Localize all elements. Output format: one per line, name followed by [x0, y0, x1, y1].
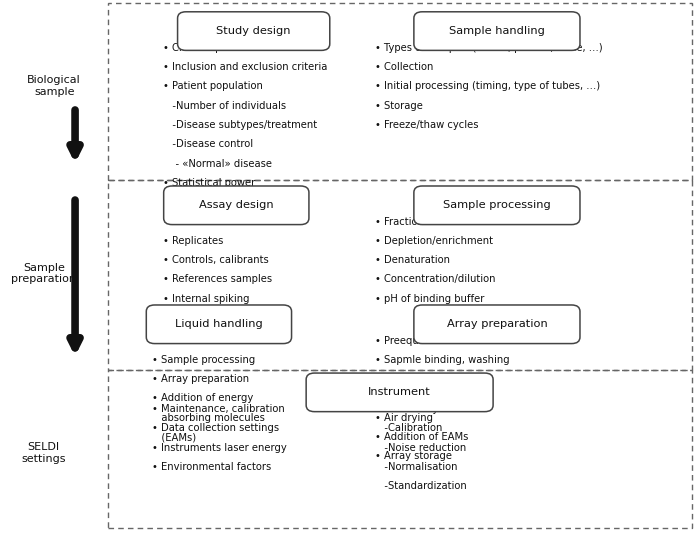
Text: • References samples: • References samples	[163, 274, 272, 285]
Text: • Concentration/dilution: • Concentration/dilution	[375, 274, 496, 285]
Text: • Array preparation: • Array preparation	[152, 374, 249, 384]
Text: • Data collection settings: • Data collection settings	[152, 423, 279, 434]
Text: • Inclusion and exclusion criteria: • Inclusion and exclusion criteria	[163, 62, 328, 72]
Text: Biological
sample: Biological sample	[27, 75, 81, 96]
Text: • Air drying: • Air drying	[375, 413, 433, 423]
Text: Sample processing: Sample processing	[443, 200, 551, 210]
Text: • Addition of energy: • Addition of energy	[152, 393, 253, 404]
Text: Sample
preparation: Sample preparation	[11, 263, 76, 284]
FancyBboxPatch shape	[146, 305, 292, 344]
Text: • Sample processing: • Sample processing	[152, 355, 255, 365]
Text: -Noise reduction: -Noise reduction	[375, 443, 466, 453]
Text: Assay design: Assay design	[199, 200, 274, 210]
Text: -Buffer, timing mixing: -Buffer, timing mixing	[375, 374, 494, 384]
Text: • Position on arrays: • Position on arrays	[375, 393, 473, 404]
Text: Liquid handling: Liquid handling	[175, 319, 263, 329]
Text: • Maintenance, calibration: • Maintenance, calibration	[152, 404, 284, 414]
Text: • Preequilibration: • Preequilibration	[375, 336, 464, 346]
Text: • Statistical power: • Statistical power	[163, 178, 256, 188]
Text: absorbing molecules: absorbing molecules	[152, 413, 264, 423]
Text: - «Normal» disease: - «Normal» disease	[163, 159, 272, 169]
Text: • Automated or manual: • Automated or manual	[152, 336, 270, 346]
FancyBboxPatch shape	[414, 186, 580, 225]
Text: -Disease subtypes/treatment: -Disease subtypes/treatment	[163, 120, 318, 130]
Text: • Internal spiking: • Internal spiking	[163, 294, 250, 304]
FancyBboxPatch shape	[306, 373, 493, 412]
Text: • Array storage: • Array storage	[375, 451, 452, 461]
Text: SELDI
settings: SELDI settings	[22, 442, 66, 464]
Text: Instrument: Instrument	[368, 388, 431, 397]
Text: • Initial processing (timing, type of tubes, …): • Initial processing (timing, type of tu…	[375, 81, 600, 92]
Text: • Storage: • Storage	[375, 101, 423, 111]
FancyBboxPatch shape	[414, 305, 580, 344]
Text: -Disease control: -Disease control	[163, 139, 254, 150]
Text: • Controls, calibrants: • Controls, calibrants	[163, 255, 269, 265]
Text: (EAMs): (EAMs)	[152, 432, 195, 442]
Text: • Denaturation: • Denaturation	[375, 255, 450, 265]
Text: • Randomization: • Randomization	[163, 217, 247, 227]
Text: -Calibration: -Calibration	[375, 423, 443, 434]
Text: • Fractionation: • Fractionation	[375, 217, 450, 227]
Text: Study design: Study design	[216, 26, 291, 36]
Text: • Data analysis: • Data analysis	[375, 404, 452, 414]
Text: • Patient population: • Patient population	[163, 81, 263, 92]
Text: • Replicates: • Replicates	[163, 236, 224, 246]
Text: -Standardization: -Standardization	[375, 481, 467, 492]
Text: -Number of individuals: -Number of individuals	[163, 101, 286, 111]
Text: • Depletion/enrichment: • Depletion/enrichment	[375, 236, 493, 246]
Text: • Sapmle binding, washing: • Sapmle binding, washing	[375, 355, 510, 365]
Text: Sample handling: Sample handling	[449, 26, 545, 36]
FancyBboxPatch shape	[414, 12, 580, 50]
Text: • Instruments laser energy: • Instruments laser energy	[152, 443, 286, 453]
Text: • Freeze/thaw cycles: • Freeze/thaw cycles	[375, 120, 479, 130]
Text: • Addition of EAMs: • Addition of EAMs	[375, 432, 468, 442]
Text: • Collection: • Collection	[375, 62, 434, 72]
Text: Array preparation: Array preparation	[447, 319, 547, 329]
Text: • Types of samples (serum, plasma, urine, …): • Types of samples (serum, plasma, urine…	[375, 43, 603, 53]
Text: • Environmental factors: • Environmental factors	[152, 462, 271, 472]
Text: • pH of binding buffer: • pH of binding buffer	[375, 294, 484, 304]
FancyBboxPatch shape	[177, 12, 329, 50]
Text: -Normalisation: -Normalisation	[375, 462, 458, 472]
FancyBboxPatch shape	[164, 186, 309, 225]
Text: • Clinical question: • Clinical question	[163, 43, 255, 53]
